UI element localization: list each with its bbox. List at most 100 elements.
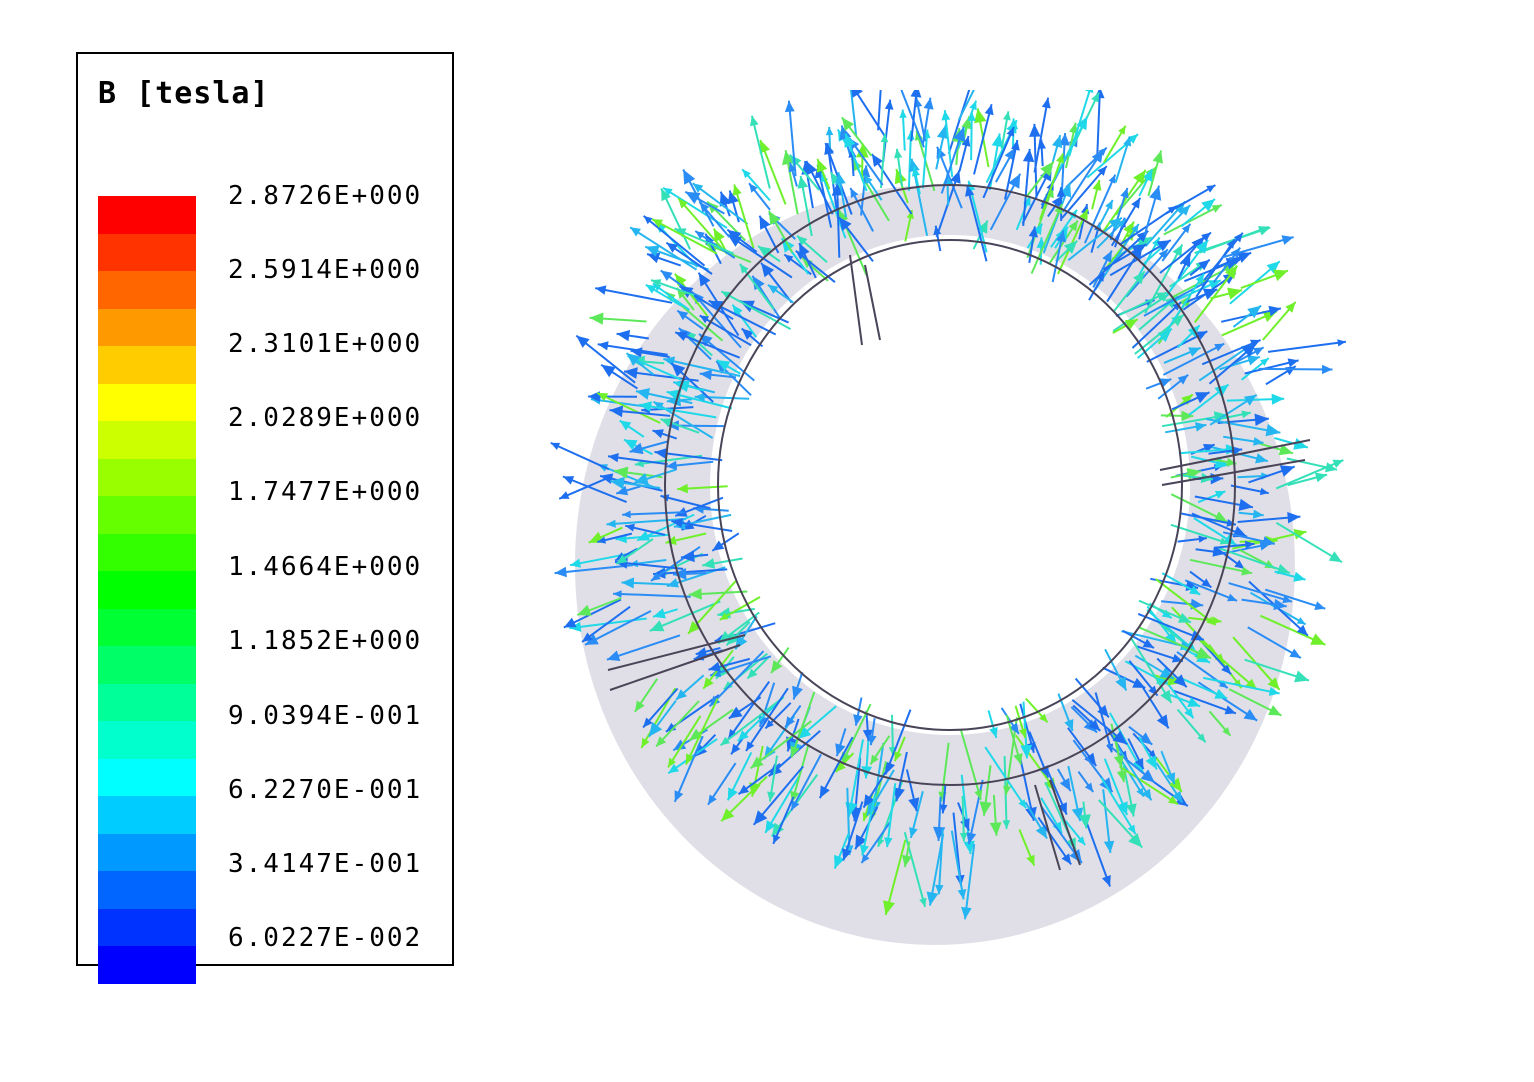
field-arrow-shaft	[1162, 342, 1225, 376]
field-arrow-head	[859, 844, 869, 856]
field-arrow-shaft	[1218, 547, 1291, 574]
field-arrow-head	[720, 736, 731, 746]
field-arrow-shaft	[1170, 523, 1230, 545]
field-arrow-head	[1293, 571, 1306, 582]
field-arrow-head	[1115, 676, 1127, 691]
field-arrow-head	[1125, 803, 1137, 817]
field-arrow-head	[595, 285, 607, 295]
field-arrow-head	[1260, 358, 1269, 366]
field-arrow-head	[621, 577, 635, 589]
field-arrow-head	[1097, 273, 1105, 282]
field-arrow-shaft	[1159, 231, 1212, 274]
field-arrow-head	[759, 215, 771, 230]
tick-label: 1.4664E+000	[228, 552, 423, 582]
field-arrow-head	[1008, 173, 1021, 189]
field-arrow-head	[671, 363, 686, 377]
field-arrow-head	[656, 736, 667, 747]
field-arrow-head	[698, 272, 711, 287]
field-arrow-head	[1013, 753, 1023, 765]
field-arrow-head	[1244, 540, 1255, 549]
field-arrow-head	[798, 726, 812, 739]
field-arrow-head	[727, 787, 738, 801]
field-arrow-head	[784, 254, 794, 263]
color-swatch	[98, 196, 196, 234]
field-arrow-head	[1287, 358, 1299, 368]
color-swatch	[98, 946, 196, 984]
field-arrow-head	[1179, 205, 1191, 216]
field-arrow-shaft	[708, 650, 765, 708]
field-arrow-head	[713, 228, 725, 243]
field-arrow-head	[673, 568, 687, 580]
field-arrow-head	[635, 388, 651, 400]
field-arrow-head	[653, 401, 664, 411]
field-arrow-head	[1032, 223, 1043, 235]
field-arrow-head	[933, 225, 942, 236]
field-arrow-head	[1052, 135, 1063, 148]
field-arrow-head	[648, 722, 663, 737]
field-arrow-head	[582, 632, 593, 642]
field-arrow-head	[668, 757, 676, 768]
field-arrow-head	[906, 210, 914, 219]
color-swatch	[98, 871, 196, 909]
field-arrow-shaft	[550, 441, 610, 471]
field-arrow-head	[1077, 836, 1086, 845]
field-arrow-head	[1337, 339, 1346, 347]
field-arrow-head	[1166, 772, 1176, 785]
field-arrow-head	[649, 620, 665, 632]
field-arrow-shaft	[720, 290, 792, 330]
field-arrow-head	[629, 442, 644, 455]
field-arrow-head	[661, 188, 671, 202]
field-arrow-head	[1058, 133, 1070, 146]
field-arrow-head	[749, 782, 761, 797]
field-arrow-head	[1142, 169, 1153, 182]
field-arrow-head	[1252, 509, 1264, 519]
field-arrow-head	[965, 185, 975, 197]
field-arrow-head	[723, 681, 733, 690]
field-arrow-shaft	[900, 90, 925, 148]
field-arrow-head	[708, 794, 717, 805]
field-arrow-shaft	[1068, 90, 1091, 157]
field-arrow-shaft	[1201, 339, 1261, 366]
segment-divider	[609, 644, 741, 691]
field-arrow-shaft	[1181, 512, 1237, 526]
tick-label: 1.7477E+000	[228, 477, 423, 507]
field-arrow-head	[884, 837, 893, 848]
field-arrow-head	[1224, 705, 1236, 715]
field-arrow-head	[597, 341, 609, 351]
field-arrow-head	[1268, 705, 1282, 716]
field-arrow-head	[609, 405, 624, 418]
field-arrow-head	[1124, 319, 1138, 330]
field-arrow-head	[989, 727, 998, 738]
field-arrow-head	[1241, 566, 1253, 576]
field-arrow-head	[1227, 287, 1242, 300]
field-arrow-head	[759, 140, 770, 154]
field-arrow-head	[752, 275, 765, 291]
field-arrow-head	[910, 90, 922, 98]
field-arrow-head	[790, 745, 800, 758]
field-arrow-head	[643, 717, 653, 728]
segment-divider	[864, 264, 881, 341]
field-arrow-head	[1097, 704, 1109, 718]
field-arrow-shaft	[880, 133, 887, 188]
field-arrow-shaft	[1258, 367, 1333, 371]
field-arrow-head	[1285, 301, 1296, 313]
field-arrow-head	[1177, 374, 1189, 385]
field-arrow-head	[1188, 347, 1201, 357]
field-arrow-head	[1152, 237, 1160, 247]
field-arrow-head	[1262, 536, 1275, 547]
field-arrow-head	[625, 523, 635, 532]
field-arrow-head	[613, 590, 622, 598]
field-arrow-head	[1112, 730, 1128, 745]
color-bar	[98, 196, 196, 984]
field-arrow-shaft	[1096, 90, 1101, 161]
field-arrow-head	[1068, 220, 1078, 232]
field-arrow-shaft	[1004, 139, 1019, 200]
field-arrow-head	[1142, 638, 1154, 648]
field-arrow-head	[1268, 305, 1281, 317]
field-arrow-head	[1108, 174, 1116, 184]
field-arrow-head	[652, 283, 662, 292]
field-arrow-shaft	[1112, 293, 1170, 332]
field-arrow-head	[855, 834, 867, 850]
tick-label: 2.5914E+000	[228, 255, 423, 285]
field-arrow-shaft	[709, 655, 772, 677]
